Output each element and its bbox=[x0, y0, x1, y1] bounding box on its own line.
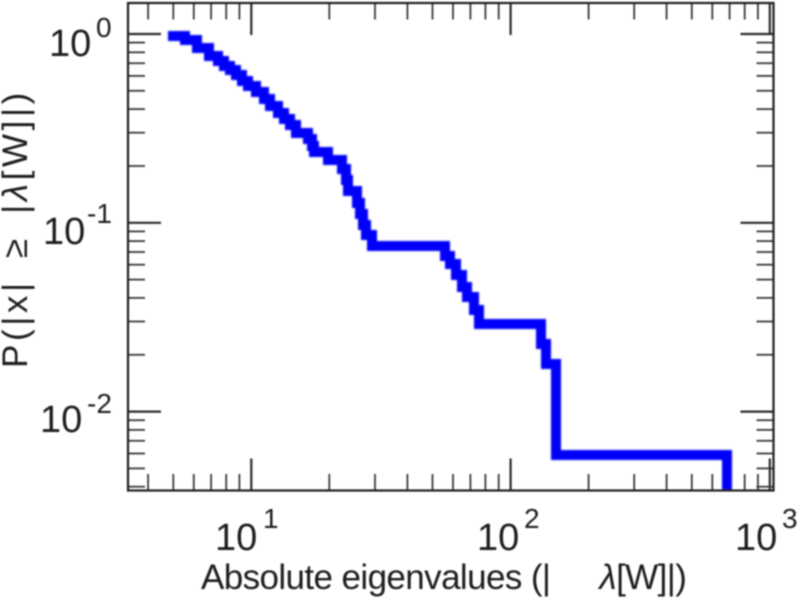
svg-text:-2: -2 bbox=[87, 388, 112, 419]
svg-text:10: 10 bbox=[40, 399, 82, 441]
svg-text:10: 10 bbox=[735, 517, 777, 559]
svg-text:2: 2 bbox=[524, 503, 540, 534]
svg-text:10: 10 bbox=[43, 211, 85, 253]
svg-text:10: 10 bbox=[477, 517, 519, 559]
svg-text:10: 10 bbox=[49, 23, 91, 65]
svg-text:3: 3 bbox=[782, 503, 798, 534]
svg-text:0: 0 bbox=[96, 12, 112, 43]
svg-text:1: 1 bbox=[263, 503, 279, 534]
svg-text:Absolute eigenvalues (|λ[W]|): Absolute eigenvalues (| λ[W]|) bbox=[201, 558, 686, 597]
svg-text:10: 10 bbox=[215, 517, 257, 559]
svg-text:-1: -1 bbox=[87, 198, 112, 229]
